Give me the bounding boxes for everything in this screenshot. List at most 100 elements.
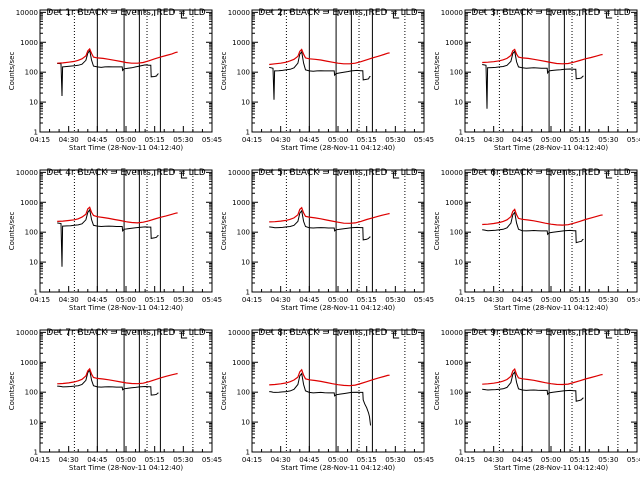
x-tick-label: 04:45	[512, 456, 532, 464]
chart-panel-5: Det 5r BLACK = Events, RED = LLD11010010…	[220, 168, 434, 312]
y-tick-label: 1000	[445, 359, 463, 367]
y-tick-label: 10000	[441, 169, 463, 177]
chart-panel-1: Det 1r BLACK = Events, RED = LLD11010010…	[8, 8, 222, 152]
x-axis-label: Start Time (28-Nov-11 04:12:40)	[281, 304, 395, 312]
series-line-events	[57, 49, 159, 97]
x-tick-label: 04:45	[299, 296, 319, 304]
x-tick-label: 05:15	[570, 456, 590, 464]
bracket-mark	[392, 12, 400, 19]
plot-frame	[464, 329, 638, 453]
x-tick-label: 04:15	[30, 456, 50, 464]
chart-panel-8: Det 8r BLACK = Events, RED = LLD11010010…	[220, 328, 434, 472]
bracket-mark	[180, 332, 188, 339]
x-tick-label: 05:30	[598, 296, 618, 304]
y-tick-label: 100	[25, 229, 38, 237]
x-axis-label: Start Time (28-Nov-11 04:12:40)	[281, 464, 395, 472]
y-tick-label: 10000	[16, 9, 38, 17]
x-axis-label: Start Time (28-Nov-11 04:12:40)	[69, 304, 183, 312]
y-tick-label: 1000	[20, 39, 38, 47]
series-line-events	[57, 369, 159, 396]
x-tick-label: 04:15	[455, 296, 475, 304]
x-tick-label: 05:15	[357, 296, 377, 304]
y-tick-label: 1	[459, 289, 463, 297]
series-line-lld	[57, 367, 178, 385]
y-tick-label: 100	[237, 69, 250, 77]
chart-panel-3: Det 3r BLACK = Events, RED = LLD11010010…	[433, 8, 640, 152]
y-tick-label: 1	[34, 129, 38, 137]
chart-panel-6: Det 6r BLACK = Events, RED = LLD11010010…	[433, 168, 640, 312]
x-tick-label: 05:00	[328, 136, 348, 144]
series-line-lld	[57, 206, 178, 224]
y-tick-label: 10	[454, 99, 463, 107]
x-tick-label: 05:30	[173, 296, 193, 304]
x-tick-label: 04:15	[30, 296, 50, 304]
x-tick-label: 04:45	[512, 136, 532, 144]
x-tick-label: 04:30	[271, 136, 291, 144]
y-tick-label: 10000	[16, 329, 38, 337]
plot-frame	[251, 329, 425, 453]
series-line-lld	[482, 208, 603, 226]
y-tick-label: 1	[34, 449, 38, 457]
x-tick-label: 05:00	[116, 456, 136, 464]
x-tick-label: 04:30	[59, 456, 79, 464]
x-tick-label: 04:15	[455, 136, 475, 144]
x-tick-label: 05:30	[173, 456, 193, 464]
chart-panel-7: Det 7r BLACK = Events, RED = LLD11010010…	[8, 328, 222, 472]
bracket-mark	[180, 172, 188, 179]
bracket-mark	[180, 12, 188, 19]
chart-panel-2: Det 2r BLACK = Events, RED = LLD11010010…	[220, 8, 434, 152]
chart-panel-9: Det 9r BLACK = Events, RED = LLD11010010…	[433, 328, 640, 472]
x-tick-label: 04:15	[242, 296, 262, 304]
x-tick-label: 05:30	[385, 456, 405, 464]
x-tick-label: 04:45	[299, 456, 319, 464]
y-axis-label: Counts/sec	[220, 212, 228, 251]
x-tick-label: 05:00	[116, 296, 136, 304]
x-tick-label: 05:15	[570, 136, 590, 144]
x-axis-label: Start Time (28-Nov-11 04:12:40)	[494, 464, 608, 472]
plot-frame	[251, 169, 425, 293]
x-tick-label: 04:45	[299, 136, 319, 144]
x-tick-label: 05:45	[627, 296, 640, 304]
series-line-events	[269, 50, 371, 100]
y-tick-label: 1000	[445, 39, 463, 47]
x-tick-label: 05:15	[357, 456, 377, 464]
x-tick-label: 05:45	[202, 136, 222, 144]
x-tick-label: 05:45	[414, 296, 434, 304]
y-tick-label: 100	[25, 69, 38, 77]
x-tick-label: 05:15	[357, 136, 377, 144]
y-tick-label: 1000	[232, 199, 250, 207]
y-axis-label: Counts/sec	[433, 52, 441, 91]
x-tick-label: 04:45	[512, 296, 532, 304]
x-tick-label: 05:00	[541, 296, 561, 304]
x-tick-label: 04:30	[484, 456, 504, 464]
y-tick-label: 10000	[441, 9, 463, 17]
x-axis-label: Start Time (28-Nov-11 04:12:40)	[69, 464, 183, 472]
y-tick-label: 10000	[228, 169, 250, 177]
x-tick-label: 04:45	[87, 136, 107, 144]
x-tick-label: 05:30	[385, 296, 405, 304]
x-tick-label: 05:15	[145, 456, 165, 464]
y-tick-label: 100	[450, 229, 463, 237]
y-axis-label: Counts/sec	[8, 212, 16, 251]
y-tick-label: 1	[246, 129, 250, 137]
x-tick-label: 04:30	[59, 136, 79, 144]
bracket-mark	[605, 12, 613, 19]
x-tick-label: 05:45	[202, 296, 222, 304]
series-line-events	[482, 370, 584, 402]
bracket-mark	[605, 332, 613, 339]
y-tick-label: 1	[34, 289, 38, 297]
x-axis-label: Start Time (28-Nov-11 04:12:40)	[281, 144, 395, 152]
y-tick-label: 100	[450, 389, 463, 397]
series-line-events	[482, 211, 584, 244]
x-tick-label: 05:45	[627, 456, 640, 464]
y-tick-label: 10	[454, 419, 463, 427]
x-tick-label: 05:30	[385, 136, 405, 144]
x-tick-label: 05:00	[116, 136, 136, 144]
y-tick-label: 10	[241, 419, 250, 427]
x-tick-label: 04:30	[271, 296, 291, 304]
y-axis-label: Counts/sec	[433, 372, 441, 411]
y-tick-label: 10	[29, 419, 38, 427]
x-tick-label: 04:45	[87, 296, 107, 304]
x-axis-label: Start Time (28-Nov-11 04:12:40)	[69, 144, 183, 152]
